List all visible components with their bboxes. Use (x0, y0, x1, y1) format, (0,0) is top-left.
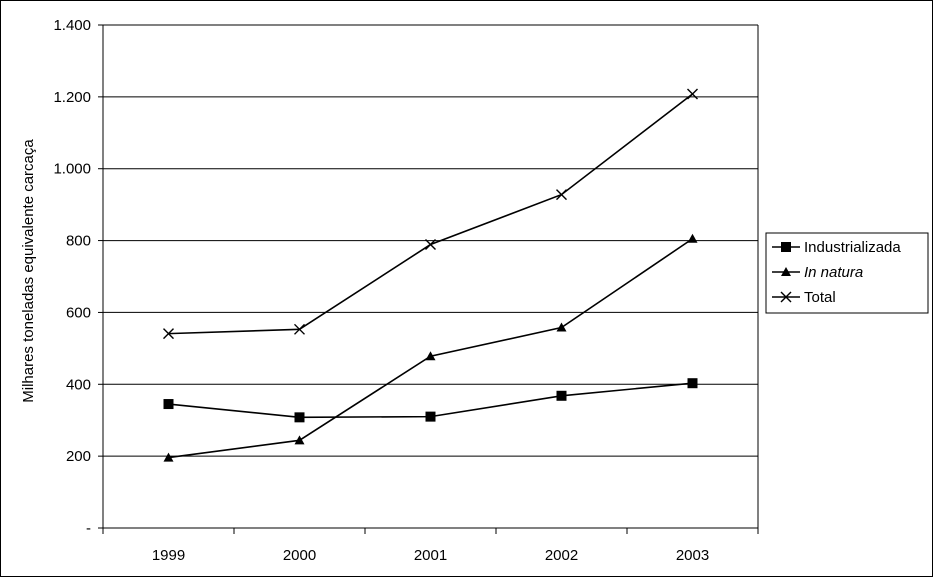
data-point-square (781, 242, 791, 252)
legend-item: Total (772, 289, 836, 306)
y-tick-label: 1.200 (53, 89, 91, 106)
legend-label: Total (804, 289, 836, 306)
legend-label: Industrializada (804, 239, 901, 256)
data-point-triangle (781, 267, 791, 276)
y-tick-label: - (86, 520, 91, 537)
x-tick-label: 1999 (152, 547, 185, 564)
x-tick-label: 2002 (545, 547, 578, 564)
series-line (168, 93, 693, 335)
series-industrializada (163, 378, 698, 423)
x-tick-label: 2001 (414, 547, 447, 564)
y-tick-label: 400 (66, 376, 91, 393)
legend-item: Industrializada (772, 239, 901, 256)
y-tick-label: 200 (66, 448, 91, 465)
data-point-square (294, 412, 305, 423)
y-tick-label: 800 (66, 233, 91, 250)
legend: Industrializada In natura Total (765, 232, 929, 314)
data-point-triangle (687, 233, 698, 243)
data-point-x (425, 239, 436, 251)
data-point-x (294, 323, 305, 335)
legend-label: In natura (804, 264, 863, 281)
data-point-x (780, 291, 792, 303)
data-point-square (687, 378, 698, 389)
axes: - 200 400 600 800 1.000 1.200 1.400 1999 2000 2001… (53, 17, 759, 564)
data-point-x (687, 88, 698, 100)
series-total (163, 88, 698, 340)
legend-item: In natura (772, 264, 863, 281)
data-point-triangle (163, 452, 174, 462)
series-in-natura (163, 233, 698, 462)
x-tick-label: 2000 (283, 547, 316, 564)
data-point-square (556, 390, 567, 401)
data-point-triangle (294, 435, 305, 445)
x-tick-label: 2003 (676, 547, 709, 564)
gridlines (103, 24, 758, 457)
data-point-triangle (556, 322, 567, 332)
y-axis-title: Milhares toneladas equivalente carcaça (20, 139, 37, 403)
data-point-square (163, 399, 174, 410)
series-line (168, 238, 693, 459)
y-tick-label: 1.400 (53, 17, 91, 34)
data-point-x (163, 328, 174, 340)
data-point-x (556, 189, 567, 201)
data-point-triangle (425, 351, 436, 361)
y-tick-label: 1.000 (53, 161, 91, 178)
y-tick-label: 600 (66, 304, 91, 321)
series-group (163, 88, 698, 462)
data-point-square (425, 411, 436, 422)
